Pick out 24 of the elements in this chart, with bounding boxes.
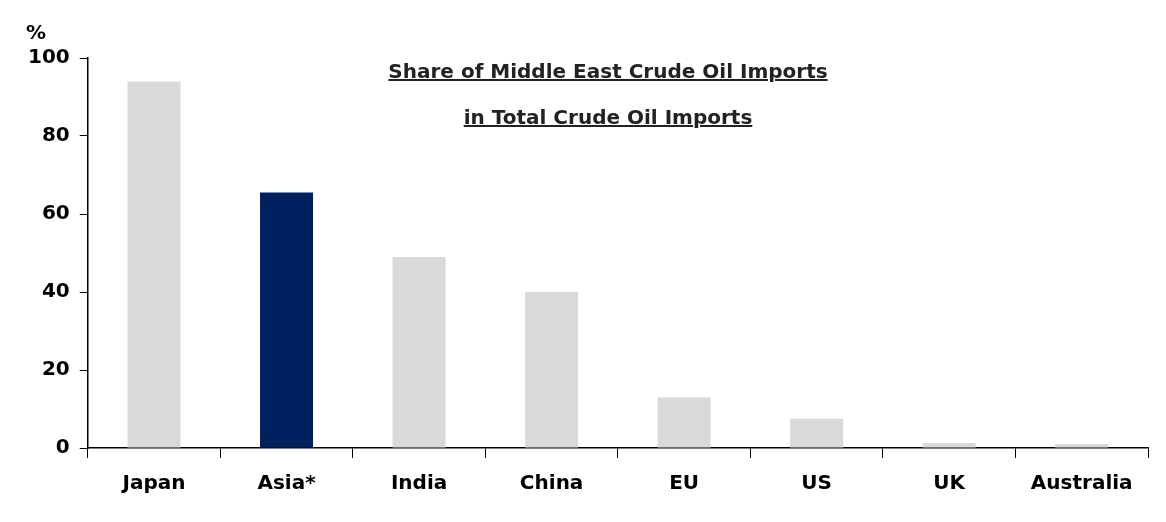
bar — [392, 256, 446, 448]
y-tick-label: 0 — [55, 434, 70, 459]
bar — [1055, 444, 1109, 448]
y-axis-title: % — [25, 20, 47, 45]
bar — [260, 192, 314, 448]
x-tick-label: EU — [669, 470, 700, 495]
x-tick-label: Australia — [1030, 470, 1133, 495]
bar — [525, 292, 579, 448]
bar — [922, 442, 976, 448]
x-tick-label: UK — [933, 470, 967, 495]
x-tick-label: Japan — [120, 470, 186, 495]
y-tick-label: 60 — [41, 200, 70, 225]
x-tick-label: US — [801, 470, 832, 495]
x-tick-label: Asia* — [257, 470, 317, 495]
x-tick-label: India — [390, 470, 448, 495]
x-tick-label: China — [519, 470, 584, 495]
bar — [127, 81, 181, 448]
text: Share of Middle East Crude Oil Imports in Total Crude Oil Imports — [388, 58, 828, 131]
y-tick-label: 100 — [28, 44, 70, 69]
bar — [790, 418, 844, 448]
y-tick-label: 20 — [41, 356, 70, 381]
y-tick-label: 40 — [41, 278, 70, 303]
y-tick-label: 80 — [41, 122, 70, 147]
bar — [657, 397, 711, 448]
